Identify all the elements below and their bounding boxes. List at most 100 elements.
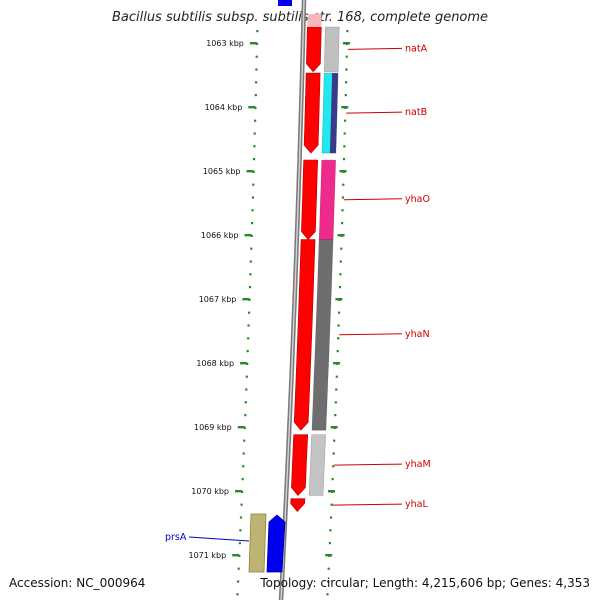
ruler-dot <box>335 388 338 391</box>
gene-natA-band[interactable] <box>323 26 340 73</box>
ruler-dot <box>334 401 337 404</box>
ruler-dot <box>251 196 254 199</box>
ruler-dot <box>345 68 348 71</box>
ruler-dot <box>238 542 241 545</box>
gene-label-leader <box>346 111 403 114</box>
ruler-dot <box>333 426 336 429</box>
ruler-dot <box>340 234 343 237</box>
major-tick <box>235 490 242 493</box>
ruler-dot <box>250 247 253 250</box>
ruler-dot <box>344 119 347 122</box>
gene-label-yhaM[interactable]: yhaM <box>405 459 431 470</box>
ruler-dot <box>251 222 254 225</box>
cds-arrow[interactable] <box>306 26 322 73</box>
ruler-dot <box>331 490 334 493</box>
ruler-dot <box>252 170 255 173</box>
accession-text: Accession: NC_000964 <box>9 576 146 590</box>
kbp-tick-label: 1063 kbp <box>206 39 244 48</box>
ruler-dot <box>255 42 259 45</box>
cds-arrow[interactable] <box>290 498 306 512</box>
ruler-dot <box>253 132 256 135</box>
ruler-dot <box>341 222 344 225</box>
ruler-dot <box>248 286 252 289</box>
genome-summary-text: Topology: circular; Length: 4,215,606 bp… <box>260 576 590 590</box>
ruler-dot <box>244 414 247 417</box>
major-tick <box>246 170 254 173</box>
gene-label-layer: natA natB yhaO yhaN yhaM yhaL prsA <box>165 43 431 543</box>
ruler-dot <box>332 465 335 468</box>
ruler-dot <box>244 401 247 404</box>
gene-label-yhaO[interactable]: yhaO <box>405 194 430 205</box>
ruler-dot <box>343 132 346 135</box>
ruler-dot <box>342 170 345 173</box>
ruler-dot <box>338 298 341 301</box>
ruler-dot <box>255 68 258 71</box>
gene-natB-subband <box>329 73 339 154</box>
kbp-tick-label: 1066 kbp <box>201 231 239 240</box>
ruler-dot <box>343 145 346 148</box>
major-tick <box>249 42 257 45</box>
ruler-dot <box>252 183 255 186</box>
gene-label-yhaN[interactable]: yhaN <box>405 329 430 340</box>
major-tick <box>244 234 252 237</box>
ruler-dot <box>239 529 242 532</box>
ruler-dot <box>241 490 244 493</box>
gene-label-prsA[interactable]: prsA <box>165 532 187 543</box>
ruler-dot <box>328 542 331 545</box>
kbp-tick-label: 1070 kbp <box>191 487 229 496</box>
gene-yhaO-band[interactable] <box>318 159 337 240</box>
ruler-dot <box>330 503 333 506</box>
ruler-dot <box>254 119 257 122</box>
gene-yhaM-band[interactable] <box>308 434 327 496</box>
ruler-dot <box>239 516 243 519</box>
ruler-dot <box>338 286 342 289</box>
ruler-dot <box>256 30 259 33</box>
ruler-dot <box>254 94 257 97</box>
gene-label-leader <box>339 333 403 336</box>
ruler-dot <box>326 593 329 596</box>
ruler-dot <box>238 554 241 557</box>
major-tick <box>248 106 256 109</box>
ruler-dot <box>339 260 342 263</box>
gene-label-leader <box>332 503 403 506</box>
ruler-dot <box>341 196 344 199</box>
ruler-dot <box>237 567 240 570</box>
kbp-tick-label: 1071 kbp <box>188 551 226 560</box>
gene-prsA-band[interactable] <box>248 513 267 573</box>
ruler-dot <box>253 145 256 148</box>
feature-layer <box>248 0 340 573</box>
kbp-tick-label: 1067 kbp <box>199 295 237 304</box>
ruler-dot <box>254 106 257 109</box>
cds-arrow[interactable] <box>293 239 316 431</box>
gene-label-leader <box>343 198 403 201</box>
ruler-dot <box>336 362 339 365</box>
ruler-dot <box>242 452 245 455</box>
gene-label-leader <box>334 463 403 466</box>
gene-label-natA[interactable]: natA <box>405 43 428 54</box>
cds-arrow-continuation <box>307 14 322 27</box>
gene-yhaN-band[interactable] <box>311 239 334 431</box>
prsA-cds-arrow[interactable] <box>266 514 286 573</box>
cds-arrow[interactable] <box>303 72 321 154</box>
ruler-dot <box>247 324 250 327</box>
ruler-dot <box>340 247 343 250</box>
ruler-dot <box>236 593 239 596</box>
ruler-dot <box>249 260 252 263</box>
cds-arrow[interactable] <box>301 159 319 240</box>
ruler-dot <box>345 55 348 58</box>
ruler-dot <box>329 516 333 519</box>
ruler-dot <box>245 375 248 378</box>
gene-label-leader <box>347 47 403 50</box>
ruler-dot <box>248 298 251 301</box>
major-tick <box>240 362 248 365</box>
gene-label-leader <box>188 536 250 542</box>
gene-label-natB[interactable]: natB <box>405 107 427 118</box>
ruler-dot <box>331 478 334 481</box>
ruler-dot <box>342 183 345 186</box>
kbp-tick-label: 1068 kbp <box>196 359 234 368</box>
gene-label-yhaL[interactable]: yhaL <box>405 499 428 510</box>
ruler-dot <box>251 209 254 212</box>
ruler-dot <box>327 580 330 583</box>
cds-arrow[interactable] <box>291 434 309 496</box>
